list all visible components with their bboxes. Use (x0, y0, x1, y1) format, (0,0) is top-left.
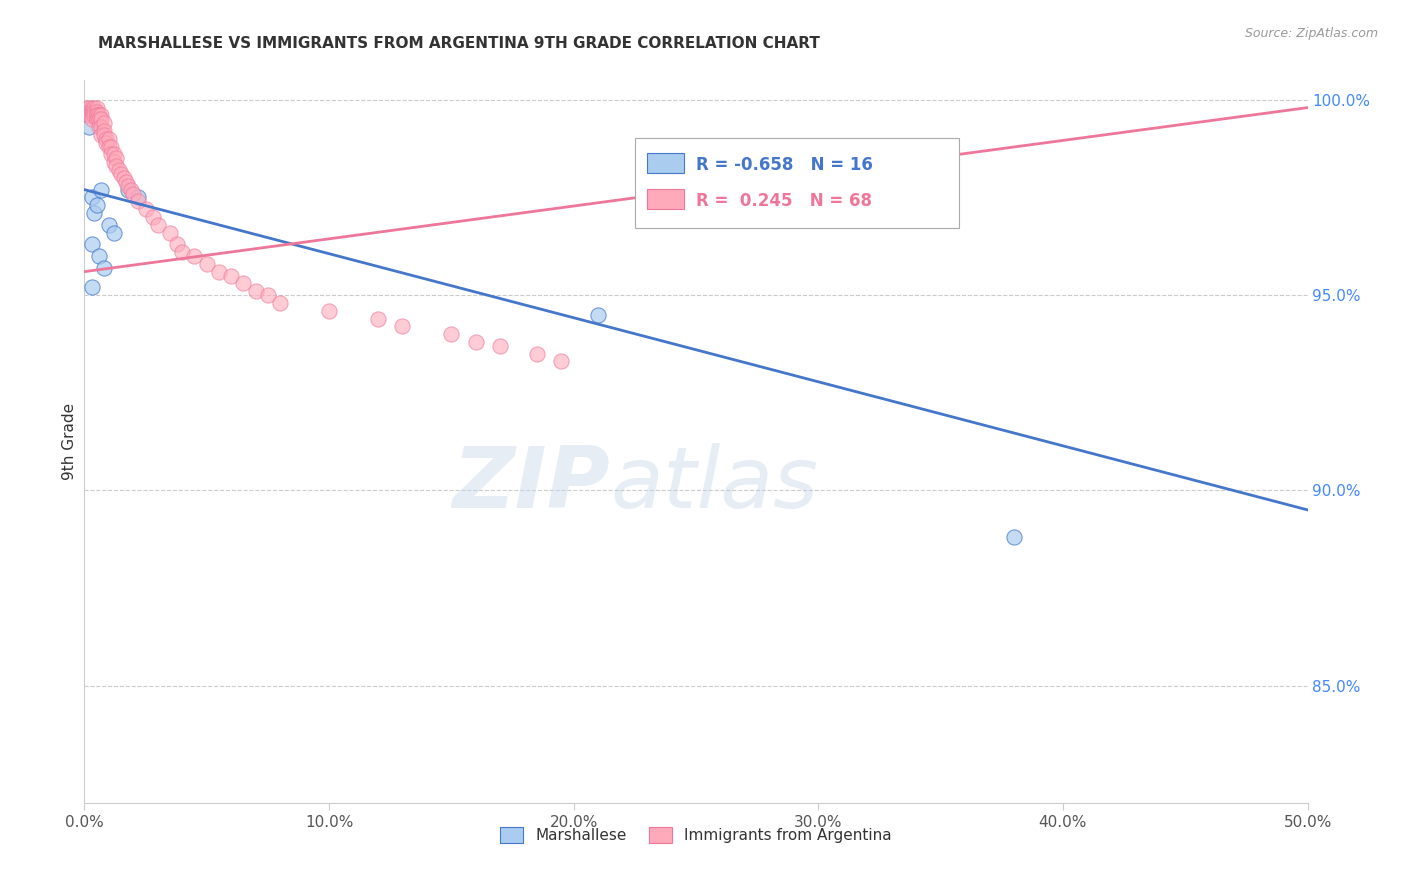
Point (77, 120, 100, 135)
Point (105, 152, 128, 166)
Point (269, 296, 291, 310)
Point (110, 167, 132, 181)
Point (90, 112, 112, 127)
Point (166, 237, 188, 252)
Point (96, 132, 118, 146)
Point (103, 155, 125, 169)
Point (117, 178, 139, 193)
Point (107, 163, 129, 178)
Point (86, 198, 108, 212)
Point (100, 139, 122, 153)
Point (80, 108, 103, 122)
Text: R =  0.245   N = 68: R = 0.245 N = 68 (696, 193, 872, 211)
Point (80, 101, 103, 115)
Point (93, 116, 115, 130)
Point (391, 319, 413, 334)
FancyBboxPatch shape (636, 138, 959, 228)
Point (90, 183, 112, 197)
Point (80, 190, 103, 204)
Point (80, 112, 103, 127)
Point (83, 206, 105, 220)
Point (117, 183, 139, 197)
Point (208, 265, 231, 279)
Point (86, 104, 108, 119)
Point (83, 104, 105, 119)
Text: atlas: atlas (610, 443, 818, 526)
Point (97, 139, 120, 153)
Point (550, 354, 572, 368)
Point (367, 311, 389, 326)
Point (146, 218, 169, 232)
Point (142, 210, 165, 224)
Point (257, 288, 280, 302)
Point (77, 108, 100, 122)
Point (86, 108, 108, 122)
Point (83, 101, 105, 115)
Point (105, 159, 128, 173)
Point (93, 260, 115, 275)
Point (77, 101, 100, 115)
Point (318, 303, 340, 318)
Point (172, 245, 194, 260)
Text: R = -0.658   N = 16: R = -0.658 N = 16 (696, 156, 873, 174)
Point (464, 334, 486, 349)
Point (90, 108, 112, 122)
FancyBboxPatch shape (647, 188, 683, 209)
Point (115, 175, 138, 189)
Point (83, 108, 105, 122)
Point (1002, 530, 1025, 544)
Point (76, 104, 98, 119)
Point (86, 108, 108, 122)
Point (489, 339, 512, 353)
Point (183, 249, 205, 263)
Point (127, 194, 149, 209)
Text: Source: ZipAtlas.com: Source: ZipAtlas.com (1244, 27, 1378, 40)
Point (93, 124, 115, 138)
Point (86, 112, 108, 127)
Point (122, 186, 145, 201)
Point (87, 112, 110, 127)
Point (232, 277, 254, 291)
Point (87, 108, 110, 122)
Point (87, 120, 110, 135)
Point (80, 237, 103, 252)
Point (80, 104, 103, 119)
Point (526, 346, 548, 360)
Text: ZIP: ZIP (453, 443, 610, 526)
Point (76, 101, 98, 115)
Legend: Marshallese, Immigrants from Argentina: Marshallese, Immigrants from Argentina (494, 822, 898, 849)
Point (86, 101, 108, 115)
Point (90, 120, 112, 135)
Point (97, 218, 120, 232)
Point (440, 327, 463, 342)
Point (93, 128, 115, 142)
Point (159, 226, 181, 240)
Point (135, 202, 157, 216)
FancyBboxPatch shape (647, 153, 683, 173)
Point (96, 136, 118, 150)
Point (103, 147, 125, 161)
Point (80, 104, 103, 119)
Y-axis label: 9th Grade: 9th Grade (62, 403, 77, 480)
Point (76, 104, 98, 119)
Point (97, 132, 120, 146)
Point (219, 268, 242, 283)
Point (77, 104, 100, 119)
Text: MARSHALLESE VS IMMIGRANTS FROM ARGENTINA 9TH GRADE CORRELATION CHART: MARSHALLESE VS IMMIGRANTS FROM ARGENTINA… (98, 36, 820, 51)
Point (80, 280, 103, 294)
Point (127, 190, 149, 204)
Point (103, 226, 125, 240)
Point (87, 249, 110, 263)
Point (120, 183, 142, 197)
Point (586, 308, 609, 322)
Point (112, 170, 135, 185)
Point (90, 128, 112, 142)
Point (245, 284, 267, 298)
Point (195, 257, 218, 271)
Point (100, 147, 122, 161)
